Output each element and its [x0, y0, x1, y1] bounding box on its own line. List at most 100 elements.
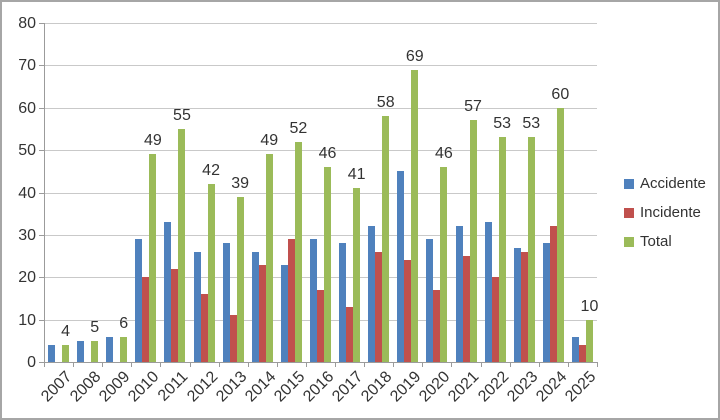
y-axis-label: 80 — [18, 15, 36, 32]
x-axis-label-2013: 2013 — [212, 368, 250, 406]
x-axis-tick — [44, 362, 45, 367]
bar-total-2021 — [469, 120, 477, 362]
x-axis-label-2017: 2017 — [329, 368, 367, 406]
y-axis-tick — [39, 277, 44, 279]
bar-total-2011 — [178, 128, 186, 362]
data-label-2012: 42 — [202, 162, 220, 180]
bar-total-2012 — [207, 184, 215, 362]
bar-total-2009 — [120, 336, 128, 362]
y-axis-label: 40 — [18, 184, 36, 202]
x-axis-tick — [247, 362, 249, 367]
bar-accidente-2014 — [251, 251, 259, 362]
x-axis-tick — [480, 362, 482, 367]
x-axis-label-2008: 2008 — [67, 368, 105, 406]
gridline — [44, 277, 597, 279]
bar-total-2025 — [585, 319, 593, 362]
bar-group-2010: 49 — [131, 23, 162, 362]
x-axis-tick — [364, 362, 366, 367]
legend: Accidente Incidente Total — [624, 176, 706, 249]
y-axis-label: 0 — [27, 354, 36, 371]
x-axis-label-2016: 2016 — [300, 368, 338, 406]
bar-group-2023: 53 — [510, 23, 541, 362]
data-label-2022: 53 — [493, 115, 512, 133]
legend-label: Accidente — [640, 175, 706, 192]
bar-accidente-2013 — [222, 243, 230, 362]
bar-group-2007: 4 — [44, 23, 73, 362]
data-label-2018: 58 — [376, 94, 395, 112]
bar-group-2016: 46 — [306, 23, 337, 362]
x-axis-tick — [276, 362, 278, 367]
bar-incidente-2014 — [258, 264, 266, 362]
x-axis-label-2009: 2009 — [96, 368, 134, 406]
x-axis-tick — [189, 362, 191, 367]
bar-group-2015: 52 — [277, 23, 307, 362]
x-axis-label-2021: 2021 — [445, 368, 483, 406]
bar-incidente-2020 — [433, 289, 441, 362]
bar-group-2008: 5 — [73, 23, 102, 362]
x-axis-tick — [160, 362, 162, 367]
gridline — [44, 192, 597, 194]
data-label-2023: 53 — [522, 115, 541, 133]
bar-incidente-2013 — [229, 315, 237, 362]
bar-accidente-2012 — [193, 251, 201, 362]
x-axis-label-2023: 2023 — [503, 368, 541, 406]
bar-total-2020 — [440, 167, 448, 362]
data-label-2024: 60 — [551, 85, 570, 103]
x-axis-tick — [305, 362, 307, 367]
bar-total-2018 — [382, 116, 390, 362]
x-axis-tick — [422, 362, 424, 367]
bar-group-2012: 42 — [190, 23, 220, 362]
legend-item-incidente: Incidente — [624, 205, 706, 220]
bar-accidente-2017 — [339, 243, 347, 362]
y-axis-label: 70 — [18, 57, 36, 75]
bar-total-2010 — [149, 154, 157, 362]
bar-incidente-2024 — [549, 226, 557, 362]
bar-incidente-2019 — [404, 260, 412, 362]
data-label-2019: 69 — [405, 47, 424, 65]
legend-swatch-incidente — [624, 207, 634, 218]
data-label-2017: 41 — [347, 166, 366, 184]
data-label-2011: 55 — [173, 106, 191, 124]
y-axis-label: 10 — [18, 311, 36, 329]
bar-group-2019: 69 — [393, 23, 424, 362]
legend-item-accidente: Accidente — [624, 176, 706, 191]
bar-total-2016 — [323, 167, 331, 362]
y-axis-tick — [39, 150, 44, 152]
x-axis-tick — [567, 362, 569, 367]
bar-total-2017 — [353, 188, 361, 362]
bar-accidente-2016 — [309, 239, 317, 362]
bar-accidente-2009 — [106, 336, 114, 362]
data-label-2013: 39 — [231, 174, 250, 192]
bar-incidente-2016 — [316, 289, 324, 362]
y-axis-tick — [39, 319, 44, 321]
bar-incidente-2010 — [142, 277, 150, 362]
x-axis-tick — [538, 362, 540, 367]
bar-accidente-2007 — [48, 345, 56, 362]
y-axis-label: 50 — [18, 142, 36, 160]
x-axis-label-2014: 2014 — [241, 368, 280, 406]
bar-accidente-2025 — [571, 336, 579, 362]
y-axis-label: 60 — [18, 99, 36, 117]
bar-group-2017: 41 — [335, 23, 366, 362]
x-axis-label-2015: 2015 — [270, 368, 309, 406]
bar-accidente-2018 — [368, 226, 376, 362]
x-axis-label-2011: 2011 — [155, 368, 192, 405]
x-axis-tick — [102, 362, 104, 367]
data-label-2025: 10 — [580, 297, 599, 315]
bar-accidente-2024 — [542, 243, 550, 362]
bar-total-2024 — [556, 107, 564, 362]
bar-accidente-2011 — [164, 222, 172, 362]
bar-total-2013 — [236, 196, 244, 362]
legend-label: Total — [640, 233, 672, 250]
bar-group-2021: 57 — [451, 23, 482, 362]
gridline — [44, 107, 597, 109]
y-axis-label: 30 — [18, 226, 36, 244]
gridline — [44, 150, 597, 152]
bar-accidente-2010 — [135, 239, 143, 362]
data-label-2016: 46 — [318, 145, 337, 163]
gridline — [44, 23, 597, 24]
bar-total-2007 — [62, 345, 70, 362]
bar-total-2015 — [294, 141, 302, 362]
legend-label: Incidente — [640, 204, 701, 221]
x-axis-tick — [131, 362, 133, 367]
